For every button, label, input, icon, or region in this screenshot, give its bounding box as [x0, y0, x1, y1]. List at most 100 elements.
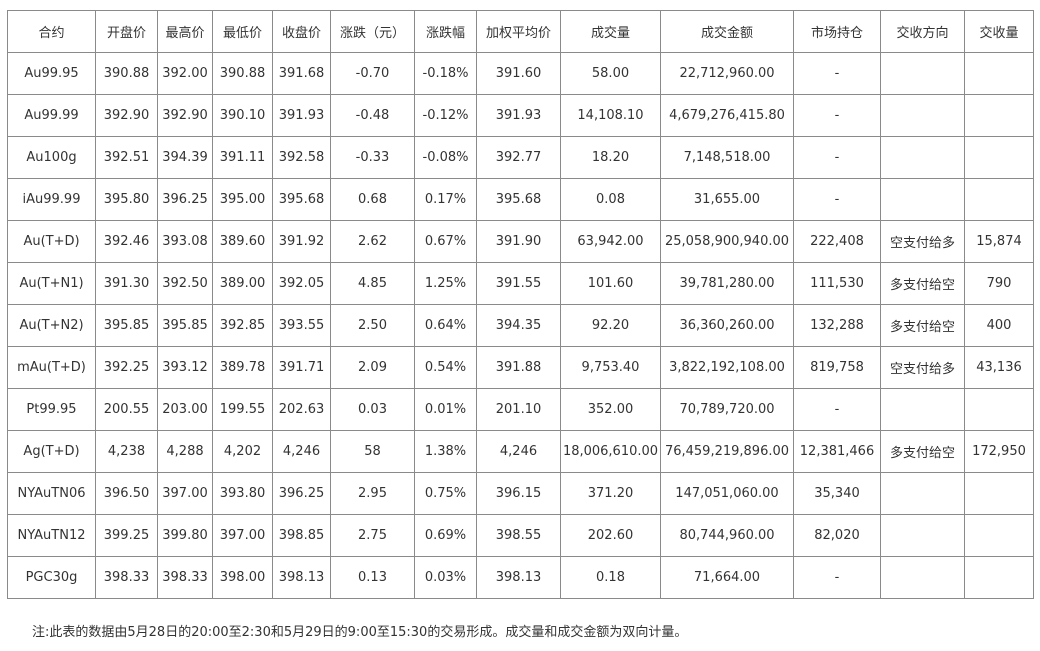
cell: 391.11: [212, 136, 273, 179]
cell: 392.90: [95, 94, 158, 137]
cell: [964, 388, 1034, 431]
cell: 2.62: [330, 220, 415, 263]
cell: 392.00: [157, 52, 213, 95]
cell: [880, 556, 965, 599]
cell: [880, 178, 965, 221]
cell: 2.95: [330, 472, 415, 515]
cell: 7,148,518.00: [660, 136, 794, 179]
cell: 395.00: [212, 178, 273, 221]
cell: iAu99.99: [7, 178, 96, 221]
data-table: 合约 开盘价 最高价 最低价 收盘价 涨跌（元） 涨跌幅 加权平均价 成交量 成交金额 市场持仓 交收…: [7, 10, 1034, 599]
cell: 398.00: [212, 556, 273, 599]
cell: 22,712,960.00: [660, 52, 794, 95]
cell: 4,202: [212, 430, 273, 473]
header-cell: 最高价: [157, 10, 213, 53]
header-cell: 交收方向: [880, 10, 965, 53]
cell: 39,781,280.00: [660, 262, 794, 305]
cell: [964, 514, 1034, 557]
cell: 0.69%: [414, 514, 477, 557]
cell: [880, 52, 965, 95]
cell: Pt99.95: [7, 388, 96, 431]
cell: 200.55: [95, 388, 158, 431]
table-row: mAu(T+D) 392.25 393.12 389.78 391.71 2.09 0.54…: [7, 346, 1034, 389]
header-cell: 交收量: [964, 10, 1034, 53]
cell: 393.08: [157, 220, 213, 263]
cell: mAu(T+D): [7, 346, 96, 389]
cell: 多支付给空: [880, 430, 965, 473]
header-cell: 成交量: [560, 10, 661, 53]
cell: -: [793, 94, 881, 137]
cell: 398.33: [95, 556, 158, 599]
cell: 18.20: [560, 136, 661, 179]
cell: 0.08: [560, 178, 661, 221]
cell: 391.90: [476, 220, 561, 263]
cell: 393.80: [212, 472, 273, 515]
cell: 395.68: [272, 178, 331, 221]
cell: [964, 556, 1034, 599]
cell: 398.13: [272, 556, 331, 599]
cell: Au99.99: [7, 94, 96, 137]
header-cell: 涨跌幅: [414, 10, 477, 53]
cell: 391.88: [476, 346, 561, 389]
cell: 18,006,610.00: [560, 430, 661, 473]
cell: -0.18%: [414, 52, 477, 95]
cell: 203.00: [157, 388, 213, 431]
cell: -: [793, 178, 881, 221]
cell: [880, 514, 965, 557]
cell: 92.20: [560, 304, 661, 347]
cell: Au(T+D): [7, 220, 96, 263]
cell: 4,288: [157, 430, 213, 473]
cell: PGC30g: [7, 556, 96, 599]
table-row: NYAuTN12 399.25 399.80 397.00 398.85 2.75 0.69…: [7, 514, 1034, 557]
cell: 399.25: [95, 514, 158, 557]
cell: 389.78: [212, 346, 273, 389]
cell: 2.09: [330, 346, 415, 389]
cell: Au100g: [7, 136, 96, 179]
table-row: NYAuTN06 396.50 397.00 393.80 396.25 2.95 0.75…: [7, 472, 1034, 515]
cell: 36,360,260.00: [660, 304, 794, 347]
table-row: PGC30g 398.33 398.33 398.00 398.13 0.13 0.03% 3…: [7, 556, 1034, 599]
cell: 390.10: [212, 94, 273, 137]
cell: 14,108.10: [560, 94, 661, 137]
cell: 0.01%: [414, 388, 477, 431]
cell: 390.88: [212, 52, 273, 95]
cell: 201.10: [476, 388, 561, 431]
cell: 396.25: [272, 472, 331, 515]
cell: NYAuTN12: [7, 514, 96, 557]
cell: -: [793, 136, 881, 179]
cell: 396.15: [476, 472, 561, 515]
cell: 398.55: [476, 514, 561, 557]
cell: 390.88: [95, 52, 158, 95]
cell: -0.12%: [414, 94, 477, 137]
cell: 392.77: [476, 136, 561, 179]
cell: 222,408: [793, 220, 881, 263]
header-cell: 合约: [7, 10, 96, 53]
cell: 392.05: [272, 262, 331, 305]
cell: 4.85: [330, 262, 415, 305]
cell: 397.00: [212, 514, 273, 557]
cell: 2.75: [330, 514, 415, 557]
cell: 71,664.00: [660, 556, 794, 599]
cell: 0.03%: [414, 556, 477, 599]
cell: -: [793, 556, 881, 599]
cell: [880, 136, 965, 179]
header-cell: 开盘价: [95, 10, 158, 53]
cell: [964, 94, 1034, 137]
header-cell: 收盘价: [272, 10, 331, 53]
cell: 790: [964, 262, 1034, 305]
cell: 76,459,219,896.00: [660, 430, 794, 473]
table-row: iAu99.99 395.80 396.25 395.00 395.68 0.68 0.17…: [7, 178, 1034, 221]
cell: 395.85: [157, 304, 213, 347]
cell: [880, 472, 965, 515]
cell: 2.50: [330, 304, 415, 347]
cell: 392.46: [95, 220, 158, 263]
cell: 147,051,060.00: [660, 472, 794, 515]
cell: [964, 136, 1034, 179]
header-cell: 最低价: [212, 10, 273, 53]
cell: 391.93: [272, 94, 331, 137]
cell: 58.00: [560, 52, 661, 95]
cell: 111,530: [793, 262, 881, 305]
cell: 3,822,192,108.00: [660, 346, 794, 389]
cell: 0.54%: [414, 346, 477, 389]
